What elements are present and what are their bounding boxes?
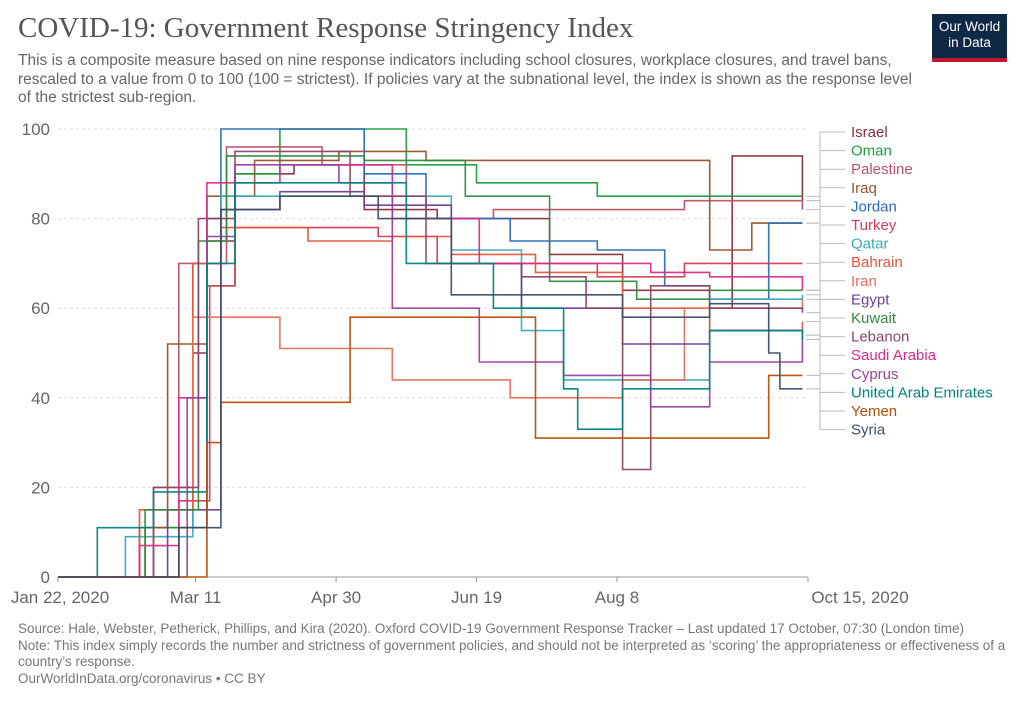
legend-connector (806, 339, 845, 393)
legend-label-lebanon: Lebanon (851, 329, 909, 346)
x-tick-label: Mar 11 (170, 588, 222, 607)
legend-label-cyprus: Cyprus (851, 366, 899, 383)
series-line-united-arab-emirates (58, 182, 804, 578)
legend-label-iraq: Iraq (851, 180, 877, 197)
source-text: Source: Hale, Webster, Petherick, Philli… (18, 621, 964, 636)
chart-title: COVID-19: Government Response Stringency… (18, 12, 634, 44)
note-text: Note: This index simply records the numb… (18, 637, 1006, 670)
y-tick-label: 80 (31, 210, 50, 229)
legend-label-yemen: Yemen (851, 403, 897, 420)
x-tick-label: Jan 22, 2020 (11, 588, 109, 607)
legend-label-oman: Oman (851, 143, 892, 160)
legend-label-egypt: Egypt (851, 291, 890, 308)
series-line-syria (58, 195, 803, 578)
x-tick-label: Jun 19 (451, 588, 502, 607)
legend-connector (806, 374, 845, 412)
logo-line-1: Our World (938, 19, 1001, 34)
legend-connector (806, 334, 845, 375)
legend-label-united-arab-emirates: United Arab Emirates (851, 384, 993, 401)
series-line-egypt (58, 190, 804, 578)
x-tick-label: Aug 8 (595, 588, 639, 607)
series-line-bahrain (58, 226, 804, 578)
series-line-iraq (58, 150, 803, 578)
legend-connector (806, 289, 845, 356)
legend-label-qatar: Qatar (851, 236, 889, 253)
logo-line-2: in Data (948, 35, 991, 50)
legend-label-israel: Israel (851, 124, 888, 141)
series-line-yemen (58, 316, 803, 578)
y-tick-label: 0 (41, 568, 50, 587)
logo-accent-bar (932, 58, 1007, 62)
legend-connector (806, 150, 845, 197)
x-tick-label: Apr 30 (311, 588, 361, 607)
legend-label-turkey: Turkey (851, 217, 897, 234)
x-tick-label: Oct 15, 2020 (811, 588, 908, 607)
owid-logo[interactable]: Our World in Data (932, 14, 1007, 58)
y-tick-label: 20 (31, 478, 50, 497)
legend-connector (806, 312, 845, 338)
legend-connector (806, 224, 845, 264)
y-tick-label: 40 (31, 389, 50, 408)
series-line-kuwait (58, 155, 803, 578)
y-tick-label: 60 (31, 299, 50, 318)
legend-label-iran: Iran (851, 273, 877, 290)
chart-footer: Source: Hale, Webster, Petherick, Philli… (18, 621, 1008, 687)
legend-label-jordan: Jordan (851, 198, 897, 215)
y-tick-label: 100 (22, 120, 50, 139)
series-line-palestine (58, 146, 804, 578)
legend-label-saudi-arabia: Saudi Arabia (851, 347, 937, 364)
series-line-lebanon (58, 150, 804, 578)
legend-label-palestine: Palestine (851, 161, 913, 178)
series-line-saudi-arabia (58, 164, 804, 578)
series-line-cyprus (58, 164, 804, 578)
legend-connector (806, 388, 845, 431)
series-line-iran (58, 299, 804, 578)
legend-connector (806, 187, 845, 224)
legend-label-bahrain: Bahrain (851, 254, 903, 271)
series-line-qatar (58, 195, 804, 578)
legend-connector (806, 243, 845, 296)
series-line-turkey (58, 226, 803, 578)
legend-connector (806, 298, 845, 336)
legend-label-kuwait: Kuwait (851, 310, 897, 327)
chart-subtitle: This is a composite measure based on nin… (18, 52, 912, 106)
legend-connector (806, 131, 845, 202)
legend-connector (806, 168, 845, 211)
credit-text[interactable]: OurWorldInData.org/coronavirus • CC BY (18, 670, 266, 686)
legend-connector (806, 205, 845, 224)
legend-label-syria: Syria (851, 422, 886, 439)
series-lines (58, 128, 804, 578)
